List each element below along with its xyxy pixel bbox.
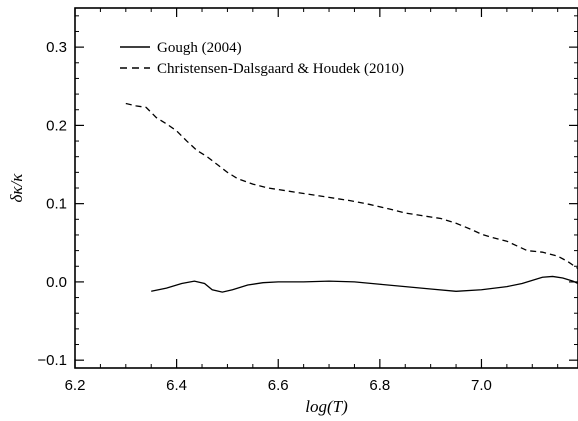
series-line-1	[125, 102, 578, 270]
legend: Gough (2004) Christensen-Dalsgaard & Houd…	[120, 40, 404, 77]
x-tick-label: 6.2	[65, 377, 86, 394]
legend-label-0: Gough (2004)	[157, 40, 242, 56]
y-tick-label: 0.0	[46, 274, 67, 291]
y-axis-title: δκ/κ	[7, 173, 26, 203]
x-tick-label: 6.8	[369, 377, 390, 394]
y-tick-label: 0.3	[46, 39, 67, 56]
series-line-0	[151, 275, 578, 293]
y-tick-label: 0.1	[46, 196, 67, 213]
axis-ticks: 6.2 6.4 6.6 6.8 7.0 −0.1 0.0 0.1 0.2 0.3	[37, 8, 578, 394]
y-tick-label: −0.1	[37, 352, 67, 369]
x-axis-title: log(T)	[305, 397, 348, 416]
x-tick-label: 6.4	[166, 377, 187, 394]
y-tick-label: 0.2	[46, 117, 67, 134]
series-lines	[125, 102, 578, 293]
x-tick-label: 6.6	[268, 377, 289, 394]
x-tick-label: 7.0	[471, 377, 492, 394]
plot-frame	[74, 7, 578, 369]
legend-label-1: Christensen-Dalsgaard & Houdek (2010)	[157, 61, 404, 77]
